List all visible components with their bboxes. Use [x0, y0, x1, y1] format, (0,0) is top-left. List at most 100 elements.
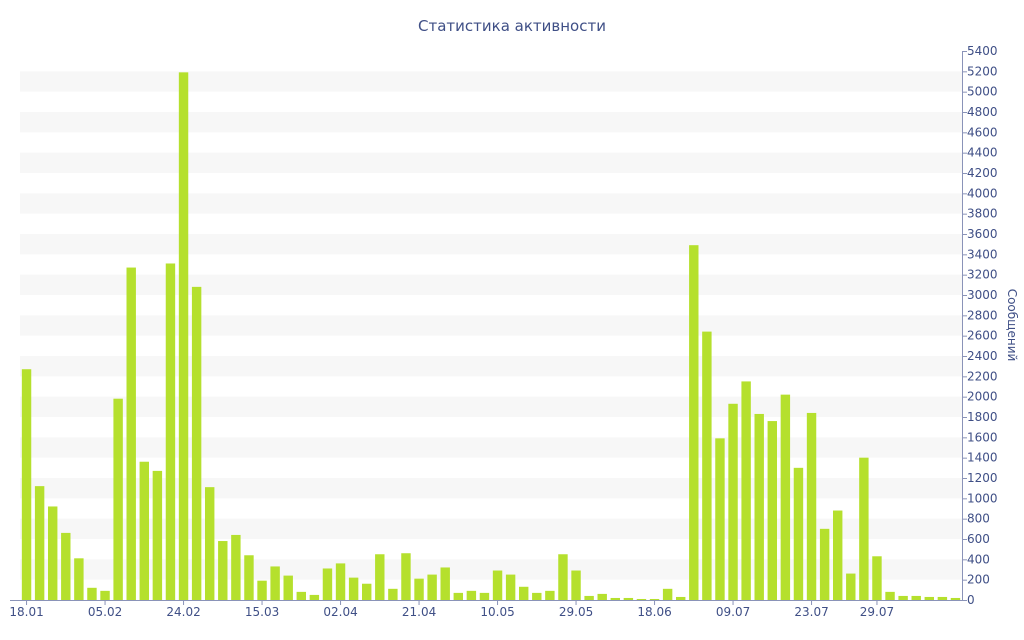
grid-bands: [20, 71, 962, 580]
bar: [924, 596, 935, 600]
y-tick-label: 2200: [967, 369, 998, 383]
x-tick-label: 18.01: [9, 605, 43, 619]
y-tick-label: 4800: [967, 105, 998, 119]
bar: [322, 568, 333, 600]
grid-band: [20, 356, 962, 377]
bar: [571, 570, 581, 600]
y-tick-label: 5200: [967, 64, 998, 78]
y-tick-label: 3200: [967, 268, 998, 282]
grid-band: [20, 193, 962, 214]
bar: [165, 263, 176, 600]
y-tick-label: 4000: [967, 186, 998, 200]
bar: [388, 588, 398, 600]
bar: [636, 598, 647, 600]
bar: [767, 421, 778, 600]
bar: [806, 412, 817, 600]
grid-band: [20, 71, 962, 92]
y-tick-label: 5000: [967, 85, 998, 99]
x-tick-label: 21.04: [402, 605, 436, 619]
y-tick-label: 2400: [967, 349, 998, 363]
bar: [597, 593, 607, 600]
bar: [584, 595, 594, 600]
bar: [348, 577, 359, 600]
grid-band: [20, 315, 962, 336]
y-tick-label: 2800: [967, 308, 998, 322]
y-tick-label: 4400: [967, 146, 998, 160]
x-tick-label: 02.04: [323, 605, 357, 619]
y-tick-label: 1400: [967, 451, 998, 465]
bar: [453, 592, 464, 600]
y-tick-label: 2000: [967, 390, 998, 404]
bar: [126, 267, 136, 600]
bar: [623, 597, 634, 600]
bar: [283, 575, 293, 600]
bar: [440, 567, 450, 600]
bar: [702, 331, 712, 600]
bar: [309, 594, 320, 600]
y-tick-label: 5400: [967, 44, 998, 58]
bar: [662, 588, 673, 600]
bar: [846, 573, 856, 600]
y-tick-label: 4600: [967, 125, 998, 139]
bar: [545, 590, 555, 600]
y-axis-ticks: 0 200 400 600 800 1000 1200 1400 1600 1800 2000 220…: [962, 44, 998, 607]
bar: [257, 580, 267, 600]
bar: [715, 438, 725, 600]
x-tick-label: 29.07: [860, 605, 894, 619]
y-tick-label: 2600: [967, 329, 998, 343]
y-tick-label: 4200: [967, 166, 998, 180]
y-tick-label: 1200: [967, 471, 998, 485]
bar: [100, 590, 110, 600]
bar: [754, 413, 764, 600]
bar: [47, 506, 58, 600]
y-tick-label: 600: [967, 532, 990, 546]
bar: [911, 595, 921, 600]
bar: [335, 563, 346, 600]
bar: [937, 596, 948, 600]
bar: [780, 394, 791, 600]
bar: [414, 578, 424, 600]
y-tick-label: 800: [967, 512, 990, 526]
bar: [231, 534, 241, 600]
bar: [152, 470, 163, 600]
bar: [34, 486, 45, 600]
grid-band: [20, 559, 962, 580]
bar: [505, 574, 516, 600]
bar: [178, 72, 189, 601]
x-tick-label: 10.05: [480, 605, 514, 619]
bar: [689, 245, 699, 600]
y-tick-label: 3600: [967, 227, 998, 241]
bar: [832, 510, 843, 600]
bar: [610, 597, 621, 600]
x-tick-label: 05.02: [88, 605, 122, 619]
bar: [675, 596, 686, 600]
bar: [558, 554, 568, 600]
y-axis-label: Сообщений: [1005, 289, 1019, 362]
bar: [532, 592, 542, 600]
y-tick-label: 3000: [967, 288, 998, 302]
bar: [885, 591, 895, 600]
bar: [872, 556, 882, 600]
y-tick-label: 200: [967, 573, 990, 587]
chart-title: Статистика активности: [418, 17, 606, 35]
y-tick-label: 3800: [967, 207, 998, 221]
y-tick-label: 1800: [967, 410, 998, 424]
bar: [898, 595, 908, 600]
bar: [793, 467, 804, 600]
bar: [74, 558, 84, 600]
y-tick-label: 3400: [967, 247, 998, 261]
x-tick-label: 15.03: [245, 605, 279, 619]
bar: [741, 381, 751, 600]
grid-band: [20, 396, 962, 417]
y-tick-label: 1600: [967, 430, 998, 444]
grid-band: [20, 437, 962, 458]
bar: [361, 583, 372, 600]
bar-series: [21, 72, 961, 601]
bar: [649, 598, 660, 600]
bar: [270, 566, 280, 600]
x-axis-ticks: 18.01 05.02 24.02 15.03 02.04 21.04 10.05 29.05…: [9, 600, 894, 619]
grid-band: [20, 518, 962, 539]
bar: [950, 597, 961, 600]
bar: [375, 554, 385, 600]
bar: [728, 403, 738, 600]
